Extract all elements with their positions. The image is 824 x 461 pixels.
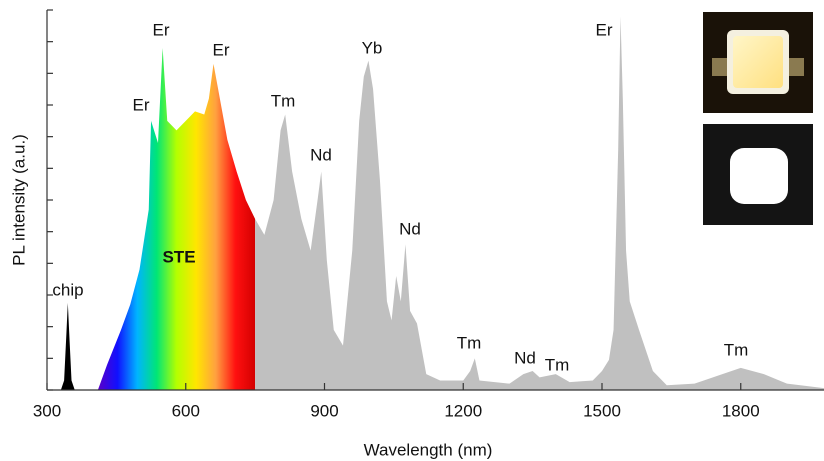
- peak-label: Tm: [271, 91, 296, 110]
- x-axis-label: Wavelength (nm): [364, 440, 493, 459]
- peak-label: Tm: [545, 355, 570, 374]
- peak-label: STE: [162, 247, 195, 266]
- peak-label: chip: [52, 280, 83, 299]
- peak-label: Er: [153, 20, 170, 39]
- x-tick-label: 600: [172, 401, 200, 420]
- spectrum-area: [60, 302, 75, 390]
- inset-led-white: [730, 148, 788, 204]
- peak-label: Nd: [514, 348, 536, 367]
- peak-label: Nd: [310, 145, 332, 164]
- peak-label: Er: [596, 20, 613, 39]
- x-tick-label: 1500: [583, 401, 621, 420]
- x-tick-label: 300: [33, 401, 61, 420]
- x-tick-label: 1800: [722, 401, 760, 420]
- peak-label: Nd: [399, 219, 421, 238]
- inset-photos: [703, 12, 813, 225]
- inset-led-glow: [733, 36, 783, 88]
- spectrum-area: [97, 48, 256, 390]
- areas: [60, 16, 824, 390]
- peak-label: Yb: [362, 38, 383, 57]
- y-axis-label: PL intensity (a.u.): [9, 134, 28, 266]
- peak-label: Tm: [457, 333, 482, 352]
- spectrum-area: [255, 16, 824, 390]
- peak-label: Er: [133, 95, 150, 114]
- x-tick-label: 900: [310, 401, 338, 420]
- peak-label: Er: [213, 40, 230, 59]
- peak-label: Tm: [724, 340, 749, 359]
- x-tick-label: 1200: [444, 401, 482, 420]
